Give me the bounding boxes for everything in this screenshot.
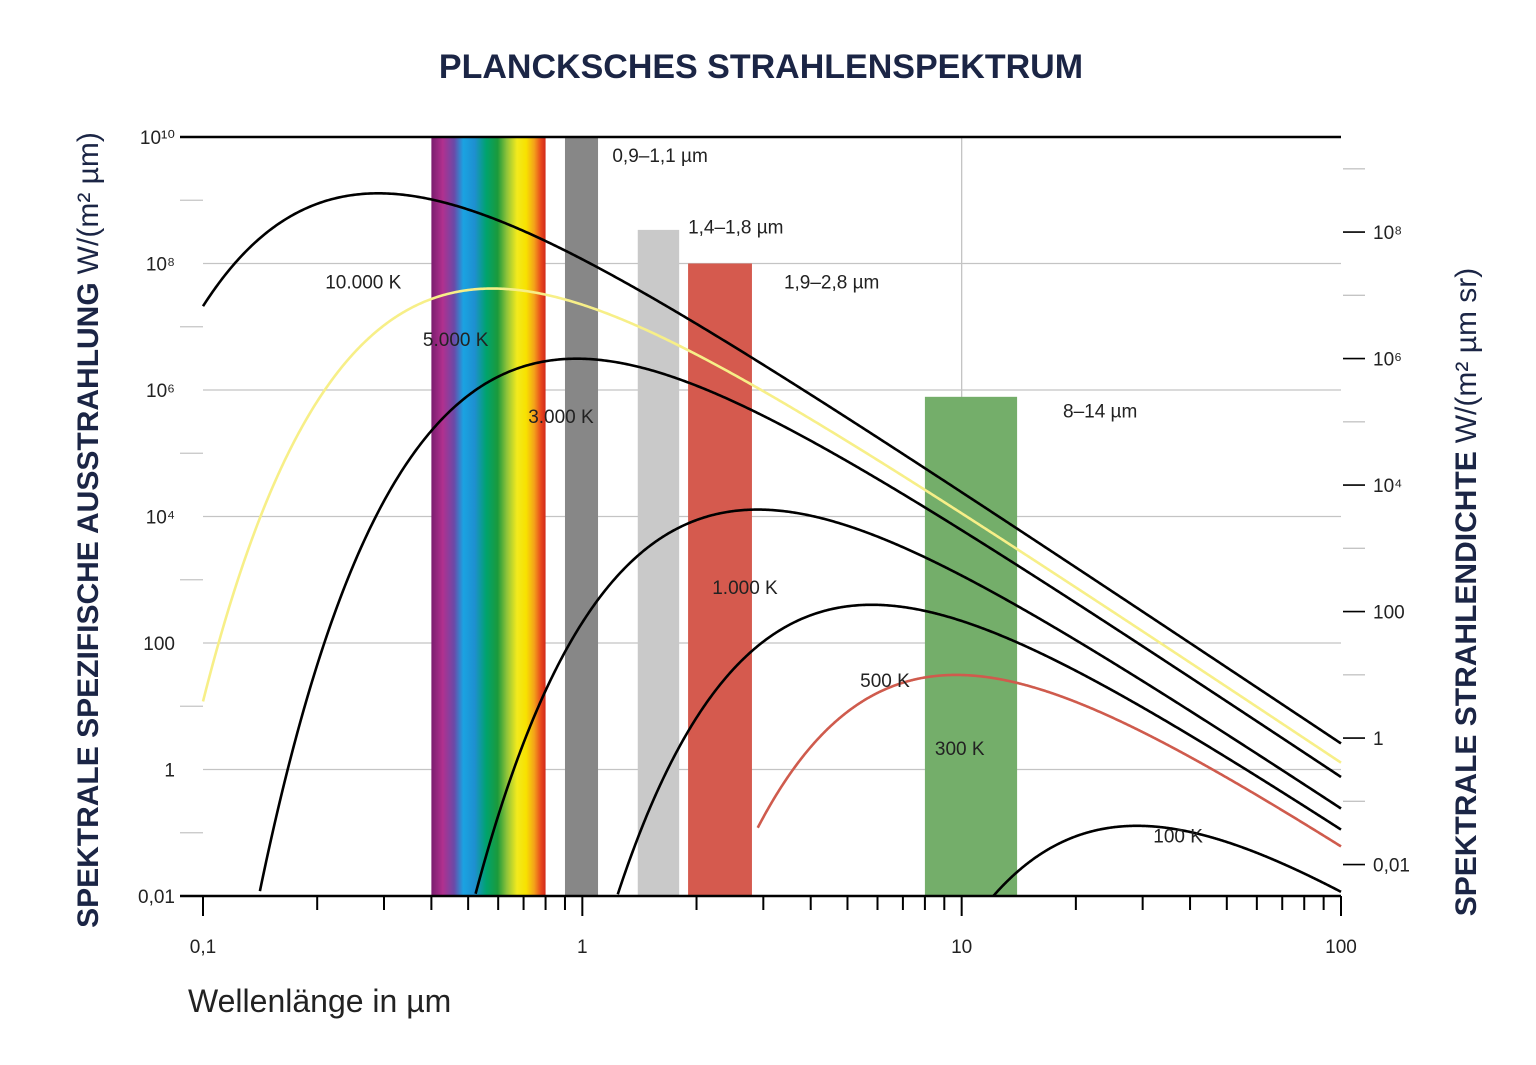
y-right-tick-label: 10⁶ [1373, 350, 1402, 371]
curve-300k [756, 673, 1342, 848]
band-rect-2 [688, 263, 752, 896]
curve-1000k [474, 508, 1342, 895]
y-right-tick-label: 0,01 [1373, 856, 1410, 877]
labels: 10.000 K 5.000 K 3.000 K 1.000 K 500 K 300 K 1… [325, 146, 1203, 847]
x-axis-title: Wellenlänge in µm [188, 983, 451, 1019]
curve-label: 100 K [1153, 827, 1203, 848]
curve-500k [616, 603, 1342, 895]
curve-label: 1.000 K [712, 578, 778, 599]
y-left-tick-label: 10¹⁰ [140, 128, 175, 149]
band-label: 8–14 µm [1063, 401, 1137, 422]
curve-label: 500 K [860, 671, 910, 692]
x-tick-label: 10 [951, 937, 972, 958]
band-rect-0 [564, 137, 599, 896]
y-left-tick-label: 0,01 [138, 887, 175, 908]
y-right-tick-label: 10⁴ [1373, 476, 1402, 497]
visible-spectrum-band [431, 137, 546, 896]
y-left-tick-label: 1 [164, 761, 175, 782]
band-label: 1,4–1,8 µm [688, 217, 783, 238]
curve-10000k [201, 192, 1342, 745]
y-axis-right-title-unit: W/(m² µm sr) [1450, 268, 1483, 444]
curve-label: 5.000 K [423, 330, 489, 351]
y-axis-right-title-bold: SPEKTRALE STRAHLENDICHTE [1450, 451, 1483, 916]
y-axis-left-title-unit: W/(m² µm) [72, 132, 105, 274]
curves [201, 192, 1342, 897]
curve-label: 300 K [935, 739, 985, 760]
grid [180, 137, 1341, 896]
y-right-tick-label: 1 [1373, 729, 1384, 750]
y-left-tick-label: 10⁴ [146, 508, 175, 529]
axes: 0,1 1 10 100 0,01 1 100 10⁴ 10⁶ 10⁸ 10¹⁰ 0,01 1 100 10… [138, 128, 1410, 958]
band-rect-3 [924, 396, 1018, 896]
band-label: 0,9–1,1 µm [612, 146, 707, 167]
bands [431, 137, 1018, 896]
y-axis-left-title: SPEKTRALE SPEZIFISCHE AUSSTRAHLUNG W/(m² … [72, 132, 105, 928]
y-axis-left-title-bold: SPEKTRALE SPEZIFISCHE AUSSTRAHLUNG [72, 282, 105, 928]
y-axis-right-title: SPEKTRALE STRAHLENDICHTE W/(m² µm sr) [1450, 268, 1483, 917]
curve-3000k [258, 357, 1342, 892]
y-right-tick-label: 100 [1373, 603, 1405, 624]
band-label: 1,9–2,8 µm [784, 273, 879, 294]
y-left-tick-label: 10⁸ [146, 255, 175, 276]
x-tick-label: 100 [1325, 937, 1357, 958]
y-left-tick-label: 100 [143, 634, 175, 655]
chart-title: PLANCKSCHES STRAHLENSPEKTRUM [439, 48, 1083, 86]
curve-label: 3.000 K [528, 407, 594, 428]
curve-5000k [201, 287, 1342, 764]
x-tick-label: 0,1 [190, 937, 216, 958]
y-left-tick-label: 10⁶ [146, 381, 175, 402]
x-tick-label: 1 [577, 937, 588, 958]
y-right-tick-label: 10⁸ [1373, 223, 1402, 244]
curve-100k [992, 824, 1342, 897]
curve-label: 10.000 K [325, 273, 401, 294]
